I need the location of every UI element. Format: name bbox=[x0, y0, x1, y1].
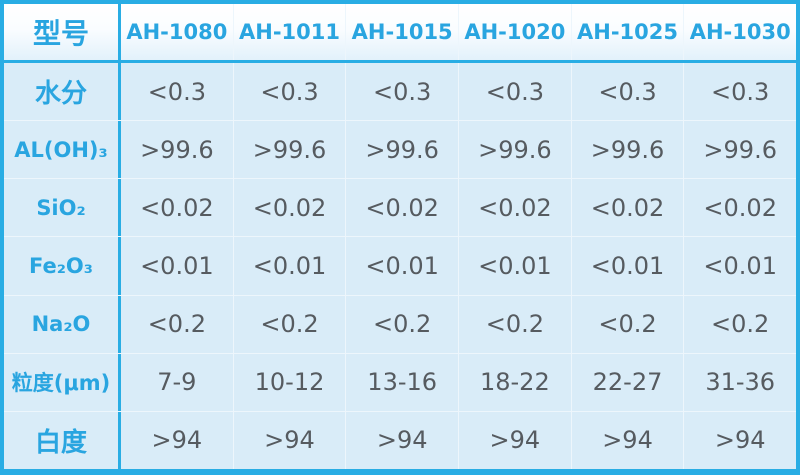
cell-value: >94 bbox=[346, 411, 460, 469]
row-label-aloh3: AL(OH)₃ bbox=[4, 121, 121, 179]
cell-value: <0.02 bbox=[346, 179, 460, 237]
cell-value: <0.01 bbox=[346, 237, 460, 295]
cell-value: 13-16 bbox=[346, 353, 460, 411]
cell-value: >99.6 bbox=[234, 121, 347, 179]
row-label-whiteness: 白度 bbox=[4, 411, 121, 469]
row-label-particle-size: 粒度(μm) bbox=[4, 353, 121, 411]
cell-value: <0.01 bbox=[572, 237, 685, 295]
header-model-ah-1015: AH-1015 bbox=[346, 4, 460, 60]
cell-value: >94 bbox=[572, 411, 685, 469]
cell-value: <0.2 bbox=[711, 310, 770, 339]
table-row-whiteness: 白度 >94 >94 >94 >94 >94 >94 bbox=[4, 411, 796, 469]
cell-value: >94 bbox=[121, 411, 234, 469]
header-model-ah-1080: AH-1080 bbox=[121, 4, 234, 60]
cell-value: >99.6 bbox=[572, 121, 685, 179]
cell-value: <0.2 bbox=[572, 295, 685, 353]
header-model-ah-1011: AH-1011 bbox=[234, 4, 347, 60]
header-row: 型号 AH-1080 AH-1011 AH-1015 AH-1020 AH-10… bbox=[4, 4, 796, 63]
row-label-fe2o3: Fe₂O₃ bbox=[4, 237, 121, 295]
cell-value: 10-12 bbox=[234, 353, 347, 411]
table-row-sio2: SiO₂ <0.02 <0.02 <0.02 <0.02 <0.02 <0.02 bbox=[4, 179, 796, 238]
row-label-moisture: 水分 bbox=[4, 63, 121, 121]
cell-value: <0.3 bbox=[121, 63, 234, 121]
cell-value: <0.2 bbox=[346, 295, 460, 353]
cell-value: <0.02 bbox=[572, 179, 685, 237]
row-label-sio2: SiO₂ bbox=[4, 179, 121, 237]
cell-value: <0.01 bbox=[703, 251, 777, 280]
header-model-ah-1025: AH-1025 bbox=[572, 4, 685, 60]
row-label-na2o: Na₂O bbox=[4, 295, 121, 353]
cell-value: <0.02 bbox=[121, 179, 234, 237]
cell-value: <0.3 bbox=[572, 63, 685, 121]
table-row-aloh3: AL(OH)₃ >99.6 >99.6 >99.6 >99.6 >99.6 >9… bbox=[4, 121, 796, 180]
cell-value: <0.3 bbox=[459, 63, 572, 121]
cell-value: 22-27 bbox=[572, 353, 685, 411]
cell-value: <0.01 bbox=[234, 237, 347, 295]
cell-value: >99.6 bbox=[703, 135, 777, 164]
header-corner-model-label: 型号 bbox=[4, 4, 121, 60]
header-model-ah-1020: AH-1020 bbox=[459, 4, 572, 60]
cell-value: <0.01 bbox=[459, 237, 572, 295]
table-row-na2o: Na₂O <0.2 <0.2 <0.2 <0.2 <0.2 <0.2 bbox=[4, 295, 796, 354]
cell-value: <0.01 bbox=[121, 237, 234, 295]
cell-value: 7-9 bbox=[121, 353, 234, 411]
cell-value: <0.02 bbox=[234, 179, 347, 237]
cell-value: <0.2 bbox=[459, 295, 572, 353]
cell-value: <0.02 bbox=[459, 179, 572, 237]
cell-value: >94 bbox=[234, 411, 347, 469]
cell-value: <0.2 bbox=[234, 295, 347, 353]
cell-value: 31-36 bbox=[705, 368, 776, 397]
cell-value: <0.2 bbox=[121, 295, 234, 353]
cell-value: <0.3 bbox=[234, 63, 347, 121]
cell-value: >94 bbox=[714, 426, 766, 455]
cell-value: >94 bbox=[459, 411, 572, 469]
cell-value: <0.3 bbox=[346, 63, 460, 121]
cell-value: 18-22 bbox=[459, 353, 572, 411]
cell-value: >99.6 bbox=[346, 121, 460, 179]
header-model-ah-1030: AH-1030 bbox=[689, 20, 791, 44]
table-row-particle-size: 粒度(μm) 7-9 10-12 13-16 18-22 22-27 31-36 bbox=[4, 353, 796, 412]
cell-value: <0.02 bbox=[703, 193, 777, 222]
cell-value: >99.6 bbox=[459, 121, 572, 179]
table-row-fe2o3: Fe₂O₃ <0.01 <0.01 <0.01 <0.01 <0.01 <0.0… bbox=[4, 237, 796, 296]
cell-value: >99.6 bbox=[121, 121, 234, 179]
table-row-moisture: 水分 <0.3 <0.3 <0.3 <0.3 <0.3 <0.3 bbox=[4, 63, 796, 122]
cell-value: <0.3 bbox=[711, 77, 770, 106]
